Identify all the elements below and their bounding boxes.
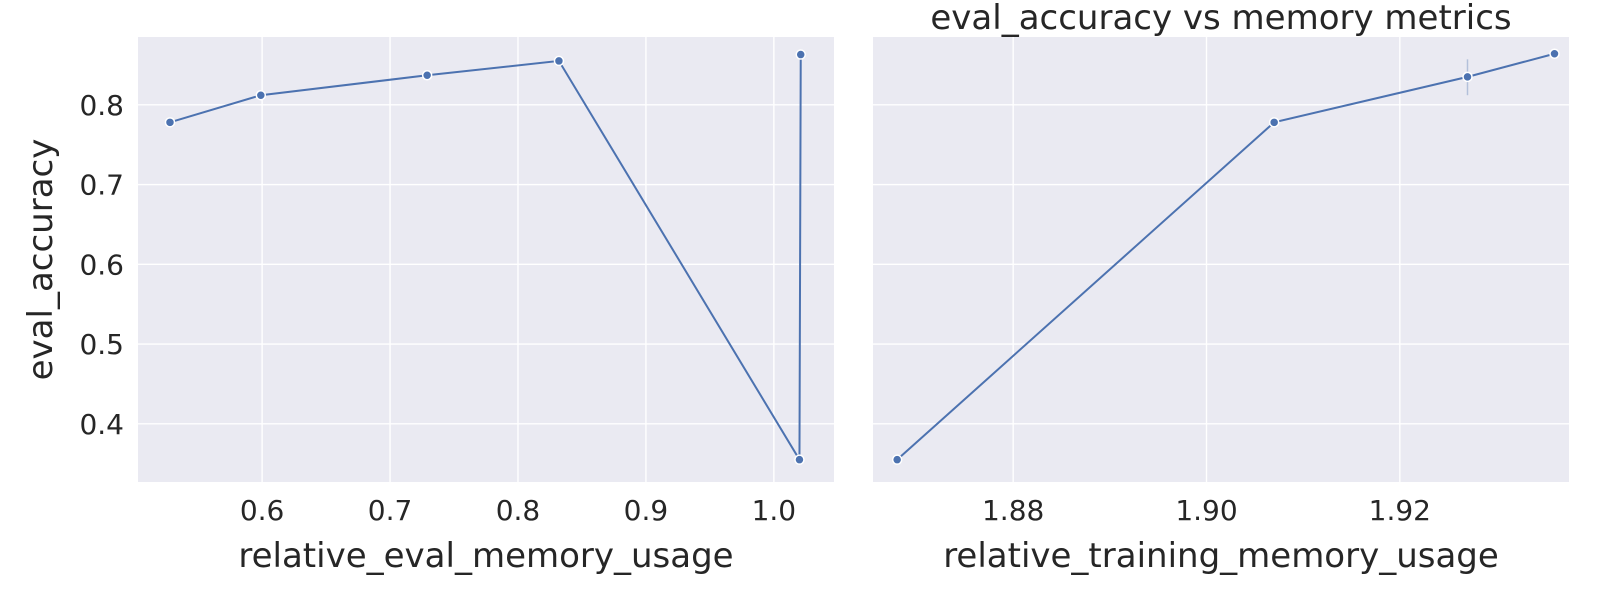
y-tick-label: 0.4: [79, 408, 124, 441]
x-tick-label: 1.90: [1175, 494, 1237, 527]
x-tick-label: 0.6: [240, 494, 285, 527]
y-axis-label: eval_accuracy: [21, 139, 61, 381]
x-tick-label: 1.92: [1369, 494, 1431, 527]
data-point: [255, 89, 267, 101]
x-tick-label: 0.7: [368, 494, 413, 527]
data-point: [795, 49, 806, 60]
series-line: [896, 52, 1555, 461]
series-line: [169, 54, 802, 464]
data-point: [553, 55, 565, 67]
data-point: [164, 117, 176, 128]
x-axis-label: relative_eval_memory_usage: [238, 536, 733, 576]
data-point: [891, 454, 903, 465]
chart-title: eval_accuracy vs memory metrics: [930, 0, 1511, 38]
data-point: [1462, 71, 1473, 83]
y-tick-label: 0.7: [79, 169, 124, 202]
x-tick-label: 0.8: [496, 494, 541, 527]
plot-area: [873, 37, 1569, 482]
x-axis-label: relative_training_memory_usage: [943, 536, 1499, 576]
y-tick-label: 0.8: [79, 89, 124, 122]
chart-panel-1: 0.6 0.7 0.8 0.9 1.0 0.4 0.5 0.6 0.7 0.8 relative_e…: [21, 37, 834, 576]
plot-area: [138, 37, 834, 482]
data-point: [1268, 117, 1280, 128]
data-point: [421, 70, 433, 81]
data-point: [794, 454, 805, 465]
x-tick-label: 1.0: [752, 494, 797, 527]
x-tick-label: 1.88: [982, 494, 1044, 527]
chart-panel-2: 1.88 1.90 1.92 relative_training_memory_usa…: [873, 0, 1569, 576]
x-tick-label: 0.9: [624, 494, 669, 527]
data-point: [1549, 48, 1560, 59]
y-tick-label: 0.6: [79, 248, 124, 281]
y-tick-label: 0.5: [79, 328, 124, 361]
